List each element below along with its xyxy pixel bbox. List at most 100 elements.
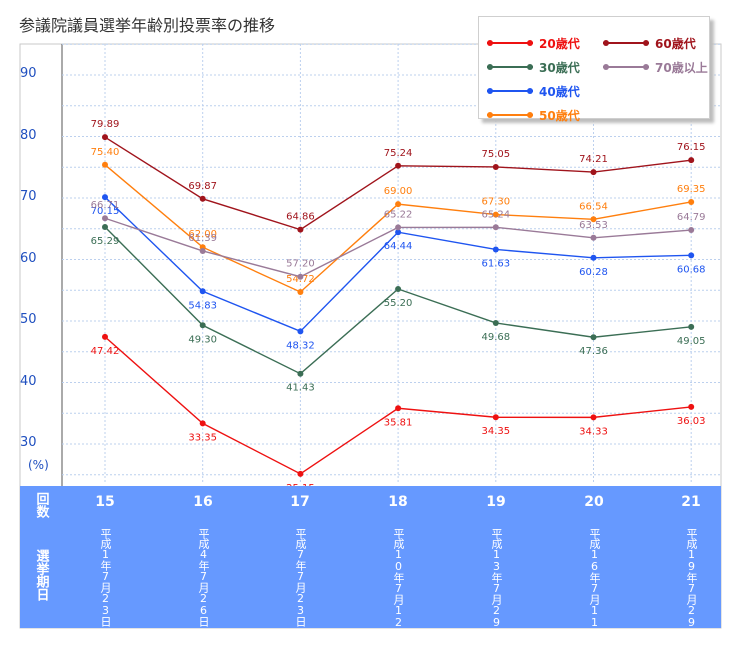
round-number-18: 18 xyxy=(388,494,408,510)
round-number-15: 15 xyxy=(95,494,115,510)
data-label-s3-20: 66.54 xyxy=(579,201,608,212)
point-s1-20 xyxy=(590,334,597,341)
data-label-s4-18: 75.24 xyxy=(384,148,413,159)
data-label-s2-16: 54.83 xyxy=(188,300,217,311)
data-label-s0-16: 33.35 xyxy=(188,432,217,443)
election-date-18: 平成10年7月12日 xyxy=(392,528,405,638)
point-s4-20 xyxy=(590,169,597,176)
point-s4-21 xyxy=(688,157,695,164)
legend-swatch-30s xyxy=(487,64,533,70)
point-s3-18 xyxy=(395,201,402,208)
data-label-s1-16: 49.30 xyxy=(188,334,217,345)
legend-label-40s: 40歳代 xyxy=(539,84,580,99)
point-s2-17 xyxy=(297,328,304,335)
y-tick-80: 80 xyxy=(20,127,37,143)
data-label-s5-21: 64.79 xyxy=(677,212,706,223)
data-label-s0-18: 35.81 xyxy=(384,417,413,428)
point-s2-19 xyxy=(492,246,499,253)
legend-swatch-70plus xyxy=(603,64,649,70)
legend-item-70plus: 70歳以上 xyxy=(603,59,708,75)
legend-swatch-40s xyxy=(487,88,533,94)
point-s5-21 xyxy=(688,227,695,234)
election-date-20: 平成16年7月11日 xyxy=(588,528,601,638)
data-label-s2-20: 60.28 xyxy=(579,267,608,278)
point-s0-17 xyxy=(297,470,304,477)
point-s0-18 xyxy=(395,405,402,412)
point-s2-16 xyxy=(199,288,206,295)
round-number-19: 19 xyxy=(486,494,506,510)
data-label-s4-17: 64.86 xyxy=(286,212,315,223)
data-label-s4-19: 75.05 xyxy=(481,149,510,160)
data-label-s2-21: 60.68 xyxy=(677,264,706,275)
chart-legend: 20歳代 30歳代 40歳代 50歳代 60歳代 70歳以上 xyxy=(478,16,710,123)
data-label-s4-15: 79.89 xyxy=(91,119,120,130)
legend-item-40s: 40歳代 xyxy=(487,83,580,99)
point-s2-21 xyxy=(688,252,695,259)
data-label-s3-19: 67.30 xyxy=(481,197,510,208)
page-title: 参議院議員選挙年齢別投票率の推移 xyxy=(19,16,276,35)
data-label-s2-18: 64.44 xyxy=(384,241,413,252)
point-s0-15 xyxy=(102,333,108,340)
data-label-s2-17: 48.32 xyxy=(286,340,315,351)
point-s1-19 xyxy=(492,319,499,326)
data-label-s5-20: 63.53 xyxy=(579,220,608,231)
legend-item-60s: 60歳代 xyxy=(603,35,696,51)
data-label-s0-21: 36.03 xyxy=(677,416,706,427)
round-number-20: 20 xyxy=(584,494,604,510)
point-s0-19 xyxy=(492,414,499,421)
point-s5-19 xyxy=(492,224,499,231)
election-date-21: 平成19年7月29日 xyxy=(685,528,698,638)
point-s2-15 xyxy=(102,194,108,201)
point-s3-21 xyxy=(688,198,695,205)
point-s2-18 xyxy=(395,229,402,236)
data-label-s3-21: 69.35 xyxy=(677,184,706,195)
point-s3-19 xyxy=(492,211,499,218)
point-s4-16 xyxy=(199,195,206,202)
data-label-s0-15: 47.42 xyxy=(91,346,120,357)
point-s2-20 xyxy=(590,254,597,261)
y-tick-50: 50 xyxy=(20,312,37,327)
point-s5-17 xyxy=(297,273,304,280)
data-label-s5-18: 65.22 xyxy=(384,209,413,220)
data-label-s5-16: 61.39 xyxy=(188,233,217,244)
election-date-16: 平成4年7月26日 xyxy=(197,528,210,626)
data-label-s5-15: 66.71 xyxy=(91,200,120,211)
y-tick-60: 60 xyxy=(20,250,37,266)
election-date-19: 平成13年7月29日 xyxy=(490,528,503,638)
round-number-17: 17 xyxy=(290,494,310,510)
data-label-s1-18: 55.20 xyxy=(384,298,413,309)
point-s4-18 xyxy=(395,162,402,169)
point-s4-19 xyxy=(492,163,499,170)
point-s1-16 xyxy=(199,322,206,329)
point-s0-21 xyxy=(688,403,695,410)
round-number-21: 21 xyxy=(681,494,701,510)
point-s1-15 xyxy=(102,223,108,230)
data-label-s0-19: 34.35 xyxy=(481,426,510,437)
data-label-s1-21: 49.05 xyxy=(677,336,706,347)
point-s4-17 xyxy=(297,226,304,233)
point-s3-20 xyxy=(590,216,597,223)
legend-label-50s: 50歳代 xyxy=(539,108,580,123)
point-s4-15 xyxy=(102,134,108,141)
y-tick-70: 70 xyxy=(20,189,37,204)
point-s3-17 xyxy=(297,288,304,295)
election-date-17: 平成7年7月23日 xyxy=(294,528,307,626)
data-label-s5-17: 57.20 xyxy=(286,259,315,270)
date-header: 選挙期日 xyxy=(33,549,49,601)
data-label-s1-15: 65.29 xyxy=(91,236,120,247)
data-label-s1-17: 41.43 xyxy=(286,383,315,394)
legend-item-30s: 30歳代 xyxy=(487,59,580,75)
data-label-s4-16: 69.87 xyxy=(188,181,217,192)
round-header: 回数 xyxy=(33,492,49,518)
point-s3-15 xyxy=(102,161,108,168)
point-s5-15 xyxy=(102,215,108,222)
point-s1-21 xyxy=(688,323,695,330)
point-s0-20 xyxy=(590,414,597,421)
legend-swatch-50s xyxy=(487,112,533,118)
data-label-s3-18: 69.00 xyxy=(384,186,413,197)
legend-swatch-60s xyxy=(603,40,649,46)
category-band: 回数 選挙期日 xyxy=(20,486,721,628)
point-s5-18 xyxy=(395,224,402,231)
data-label-s2-19: 61.63 xyxy=(481,258,510,269)
